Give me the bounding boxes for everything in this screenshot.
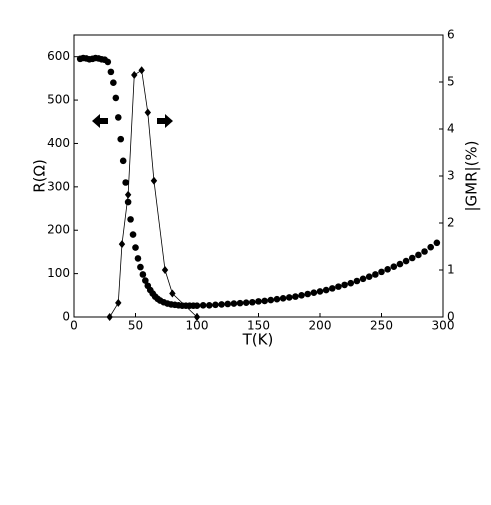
y-tick-label: 400 bbox=[47, 136, 70, 150]
diamond-point bbox=[115, 298, 122, 307]
diamond-point bbox=[144, 108, 151, 117]
circle-point bbox=[304, 290, 312, 298]
circle-point bbox=[372, 271, 379, 278]
circle-point bbox=[273, 295, 281, 303]
circle-point bbox=[137, 263, 144, 271]
circle-point bbox=[292, 293, 299, 300]
diamond-point bbox=[150, 176, 158, 185]
x-tick-label: 0 bbox=[70, 319, 78, 333]
x-tick-label: 200 bbox=[309, 319, 332, 333]
circle-point bbox=[119, 157, 127, 165]
circle-point bbox=[224, 300, 232, 308]
circle-point bbox=[365, 273, 373, 280]
circle-point bbox=[124, 198, 132, 206]
circle-point bbox=[408, 254, 416, 262]
x-tick-label: 300 bbox=[432, 319, 455, 333]
y2-tick-label: 1 bbox=[447, 263, 455, 277]
circle-point bbox=[261, 297, 268, 305]
circle-point bbox=[117, 135, 125, 143]
y2-tick-label: 6 bbox=[447, 28, 455, 42]
circle-point bbox=[427, 243, 435, 251]
y-tick-label: 0 bbox=[62, 310, 70, 324]
circle-point bbox=[134, 255, 142, 262]
circle-point bbox=[316, 288, 324, 295]
circle-point bbox=[107, 68, 115, 76]
circle-point bbox=[322, 286, 330, 294]
y2-axis-label: |GMR|(%) bbox=[463, 140, 481, 211]
circle-point bbox=[193, 302, 201, 310]
circle-point bbox=[310, 289, 318, 297]
diamond-point bbox=[131, 70, 138, 79]
circle-point bbox=[110, 79, 117, 87]
circle-point bbox=[378, 268, 385, 276]
circle-point bbox=[230, 300, 238, 307]
circle-point bbox=[353, 277, 361, 285]
circle-point bbox=[132, 244, 139, 251]
circle-point bbox=[396, 260, 404, 268]
circle-point bbox=[242, 299, 250, 306]
y-tick-label: 300 bbox=[47, 179, 70, 193]
circle-point bbox=[142, 277, 149, 284]
circle-point bbox=[285, 294, 293, 301]
circle-point bbox=[359, 275, 367, 283]
circle-point bbox=[415, 251, 422, 259]
circle-point bbox=[347, 279, 355, 287]
circle-point bbox=[104, 58, 112, 66]
circle-point bbox=[112, 94, 120, 102]
x-tick-label: 250 bbox=[370, 319, 393, 333]
circle-point bbox=[218, 301, 225, 308]
y-tick-label: 200 bbox=[47, 223, 70, 237]
circle-point bbox=[206, 301, 213, 309]
circle-point bbox=[335, 283, 342, 290]
circle-point bbox=[199, 301, 207, 309]
series-line bbox=[109, 69, 198, 318]
diamond-point bbox=[124, 190, 132, 199]
right-arrow bbox=[157, 114, 173, 128]
y2-tick-label: 3 bbox=[447, 169, 455, 183]
circle-point bbox=[390, 263, 398, 270]
circle-point bbox=[421, 248, 428, 255]
circle-point bbox=[267, 296, 275, 304]
circle-point bbox=[249, 298, 256, 306]
y-tick-label: 500 bbox=[47, 93, 70, 107]
diamond-point bbox=[106, 313, 113, 321]
circle-point bbox=[298, 292, 305, 299]
x-tick-label: 100 bbox=[186, 319, 209, 333]
diamond-point bbox=[118, 240, 126, 249]
circle-point bbox=[114, 114, 122, 121]
x-tick-label: 150 bbox=[247, 319, 270, 333]
y2-tick-label: 2 bbox=[447, 216, 455, 230]
circle-point bbox=[384, 265, 391, 273]
circle-point bbox=[122, 179, 129, 186]
circle-point bbox=[129, 231, 137, 238]
circle-point bbox=[127, 216, 134, 223]
circle-point bbox=[255, 298, 262, 305]
y2-tick-label: 5 bbox=[447, 75, 455, 89]
circle-point bbox=[139, 271, 147, 278]
circle-point bbox=[329, 285, 336, 292]
y2-tick-label: 4 bbox=[447, 122, 455, 136]
y-tick-label: 600 bbox=[47, 49, 70, 63]
circle-point bbox=[236, 299, 244, 307]
y-axis-label: R(Ω) bbox=[31, 159, 49, 193]
x-tick-label: 50 bbox=[128, 319, 143, 333]
diamond-point bbox=[169, 289, 176, 298]
circle-point bbox=[212, 301, 219, 309]
circle-point bbox=[279, 295, 287, 302]
circle-point bbox=[341, 281, 348, 289]
y2-tick-label: 0 bbox=[447, 310, 455, 324]
diamond-point bbox=[193, 313, 201, 321]
left-arrow bbox=[92, 114, 108, 128]
y-tick-label: 100 bbox=[47, 266, 70, 280]
circle-point bbox=[433, 239, 441, 247]
x-axis-label: T(K) bbox=[242, 331, 274, 349]
diamond-point bbox=[138, 66, 145, 75]
circle-point bbox=[402, 257, 410, 265]
diamond-point bbox=[161, 266, 169, 274]
